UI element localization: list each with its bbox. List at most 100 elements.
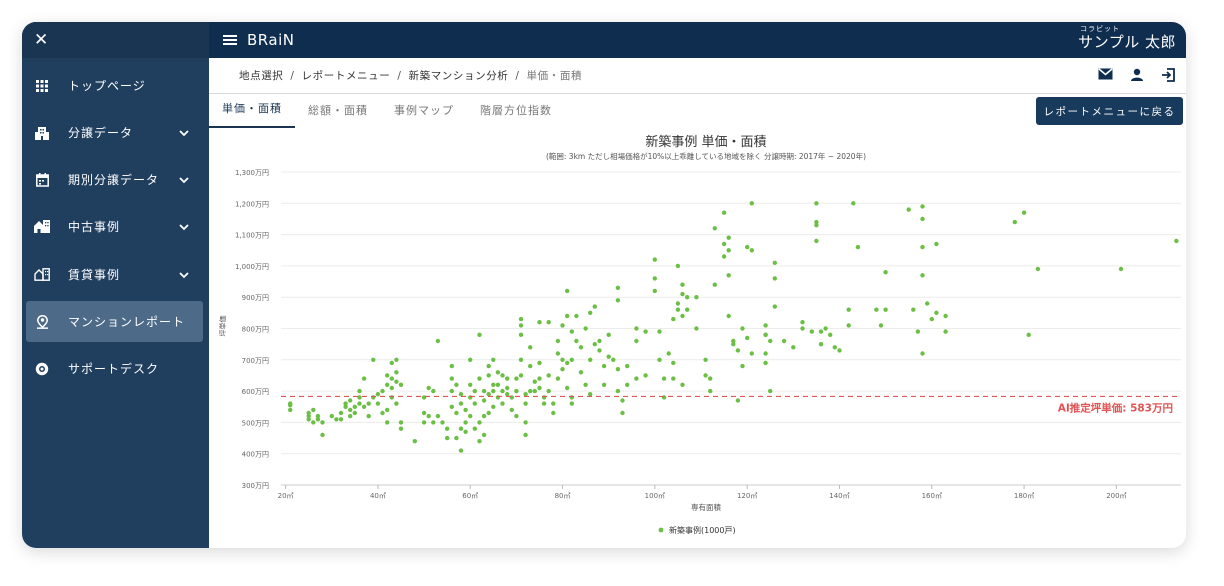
data-point[interactable] bbox=[565, 360, 570, 366]
data-point[interactable] bbox=[389, 360, 394, 366]
data-point[interactable] bbox=[288, 401, 293, 406]
data-point[interactable] bbox=[343, 401, 348, 406]
data-point[interactable] bbox=[352, 410, 357, 416]
data-point[interactable] bbox=[366, 413, 371, 419]
data-point[interactable] bbox=[306, 417, 311, 422]
data-point[interactable] bbox=[311, 407, 316, 413]
data-point[interactable] bbox=[431, 420, 436, 425]
data-point[interactable] bbox=[574, 338, 579, 344]
data-point[interactable] bbox=[477, 439, 482, 444]
data-point[interactable] bbox=[763, 351, 768, 356]
data-point[interactable] bbox=[288, 407, 293, 413]
data-point[interactable] bbox=[851, 201, 856, 206]
sidebar-item-mansion-report[interactable]: マンションレポート bbox=[26, 301, 203, 342]
user-menu[interactable]: コラビット サンプル 太郎 bbox=[1078, 24, 1176, 50]
data-point[interactable] bbox=[491, 404, 496, 409]
data-point[interactable] bbox=[763, 323, 768, 328]
data-point[interactable] bbox=[380, 410, 385, 416]
data-point[interactable] bbox=[565, 288, 570, 294]
data-point[interactable] bbox=[565, 313, 570, 319]
data-point[interactable] bbox=[486, 373, 491, 378]
data-point[interactable] bbox=[588, 357, 593, 362]
data-point[interactable] bbox=[385, 382, 390, 387]
data-point[interactable] bbox=[537, 376, 542, 381]
data-point[interactable] bbox=[343, 404, 348, 409]
data-point[interactable] bbox=[440, 420, 445, 425]
tab-unit-price-area[interactable]: 単価・面積 bbox=[209, 100, 295, 128]
tab-case-map[interactable]: 事例マップ bbox=[394, 104, 454, 117]
data-point[interactable] bbox=[878, 323, 884, 328]
data-point[interactable] bbox=[745, 244, 750, 250]
tab-total-price-area[interactable]: 総額・面積 bbox=[308, 104, 368, 117]
data-point[interactable] bbox=[348, 413, 353, 419]
data-point[interactable] bbox=[652, 276, 657, 281]
data-point[interactable] bbox=[611, 357, 616, 362]
data-point[interactable] bbox=[532, 388, 537, 394]
data-point[interactable] bbox=[458, 426, 464, 431]
data-point[interactable] bbox=[546, 320, 551, 325]
data-point[interactable] bbox=[500, 388, 505, 394]
data-point[interactable] bbox=[703, 373, 708, 378]
data-point[interactable] bbox=[514, 376, 519, 381]
data-point[interactable] bbox=[449, 376, 454, 381]
data-point[interactable] bbox=[592, 342, 597, 347]
data-point[interactable] bbox=[357, 388, 362, 394]
data-point[interactable] bbox=[675, 307, 681, 312]
data-point[interactable] bbox=[615, 388, 621, 394]
data-point[interactable] bbox=[763, 360, 768, 366]
data-point[interactable] bbox=[518, 332, 524, 337]
data-point[interactable] bbox=[680, 291, 685, 297]
menu-icon[interactable] bbox=[223, 33, 237, 47]
data-point[interactable] bbox=[680, 282, 685, 287]
data-point[interactable] bbox=[606, 332, 611, 337]
data-point[interactable] bbox=[426, 413, 431, 419]
data-point[interactable] bbox=[569, 329, 574, 334]
data-point[interactable] bbox=[601, 363, 607, 369]
data-point[interactable] bbox=[385, 407, 390, 413]
data-point[interactable] bbox=[398, 382, 404, 387]
data-point[interactable] bbox=[454, 435, 459, 441]
data-point[interactable] bbox=[523, 420, 528, 425]
data-point[interactable] bbox=[625, 382, 630, 387]
data-point[interactable] bbox=[883, 307, 888, 312]
data-point[interactable] bbox=[578, 345, 584, 350]
data-point[interactable] bbox=[731, 342, 736, 347]
data-point[interactable] bbox=[458, 401, 464, 406]
data-point[interactable] bbox=[768, 338, 773, 344]
user-icon[interactable] bbox=[1130, 68, 1144, 85]
data-point[interactable] bbox=[1035, 266, 1041, 272]
breadcrumb-item[interactable]: 新築マンション分析 bbox=[408, 70, 509, 82]
data-point[interactable] bbox=[468, 413, 473, 419]
data-point[interactable] bbox=[320, 420, 325, 425]
data-point[interactable] bbox=[874, 307, 879, 312]
data-point[interactable] bbox=[505, 392, 510, 397]
data-point[interactable] bbox=[546, 388, 551, 394]
data-point[interactable] bbox=[481, 432, 487, 438]
data-point[interactable] bbox=[445, 426, 450, 431]
data-point[interactable] bbox=[569, 401, 574, 406]
data-point[interactable] bbox=[366, 401, 371, 406]
data-point[interactable] bbox=[800, 320, 805, 325]
data-point[interactable] bbox=[666, 351, 671, 356]
data-point[interactable] bbox=[615, 367, 621, 372]
data-point[interactable] bbox=[468, 357, 473, 362]
data-point[interactable] bbox=[389, 385, 394, 391]
data-point[interactable] bbox=[338, 417, 344, 422]
data-point[interactable] bbox=[685, 307, 690, 312]
data-point[interactable] bbox=[394, 401, 399, 406]
data-point[interactable] bbox=[500, 401, 505, 406]
data-point[interactable] bbox=[361, 404, 367, 409]
data-point[interactable] bbox=[652, 257, 657, 262]
data-point[interactable] bbox=[389, 376, 394, 381]
data-point[interactable] bbox=[1174, 238, 1179, 244]
data-point[interactable] bbox=[675, 263, 681, 269]
sidebar-item-rental-cases[interactable]: 賃貸事例 bbox=[26, 254, 203, 295]
data-point[interactable] bbox=[781, 338, 787, 344]
data-point[interactable] bbox=[657, 329, 662, 334]
logout-icon[interactable] bbox=[1161, 68, 1176, 85]
data-point[interactable] bbox=[361, 376, 367, 381]
data-point[interactable] bbox=[523, 392, 528, 397]
data-point[interactable] bbox=[740, 363, 745, 369]
data-point[interactable] bbox=[726, 273, 731, 278]
data-point[interactable] bbox=[551, 410, 556, 416]
